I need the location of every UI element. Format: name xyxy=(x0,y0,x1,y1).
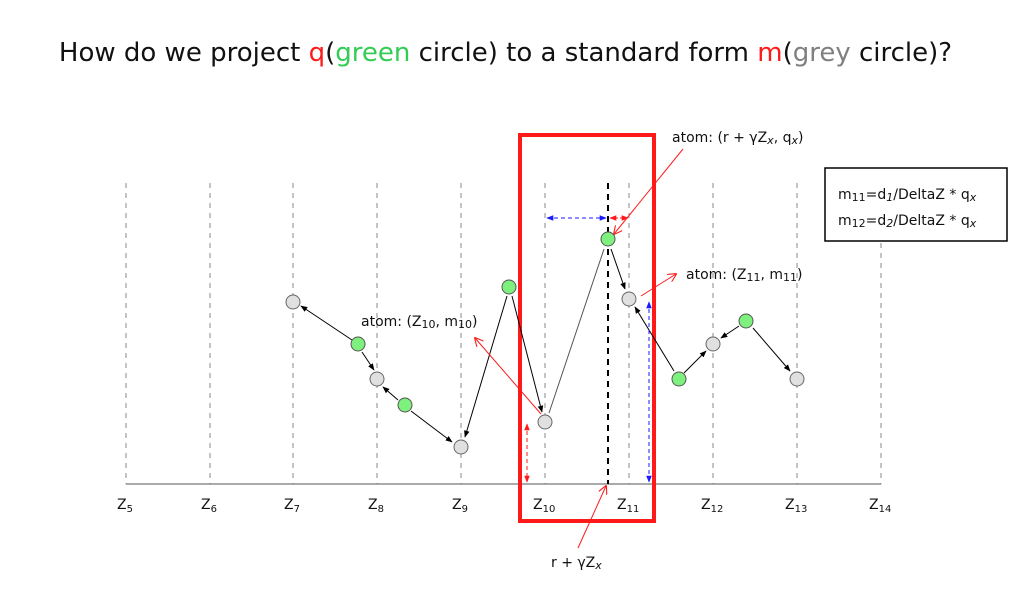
edge-green3-grey10 xyxy=(511,295,544,413)
annotation-pointers xyxy=(475,148,684,549)
title-text-3: circle)? xyxy=(850,38,953,68)
title-paren: ( xyxy=(325,38,336,68)
label-atom-z10: atom: (Z10, m10) xyxy=(361,314,478,331)
label-atom-top: atom: (r + γZx, qx) xyxy=(672,130,803,147)
highlight-box xyxy=(518,133,656,523)
axis-labels: Z5 Z6 Z7 Z8 Z9 Z10 Z11 Z12 Z13 Z14 xyxy=(117,497,891,515)
edge-green1-grey7 xyxy=(300,305,359,345)
edge-green4-grey11 xyxy=(610,248,626,290)
grey-circle-z10 xyxy=(537,414,553,430)
title-paren-2: ( xyxy=(782,38,793,68)
edge-green5-grey11 xyxy=(634,306,675,372)
pointer-atom-z11 xyxy=(640,274,676,297)
axis-label-z5: Z5 xyxy=(117,497,133,515)
grid-lines xyxy=(125,183,882,484)
green-circle-5 xyxy=(671,371,687,387)
edge-green6-grey12 xyxy=(720,325,740,339)
green-circles xyxy=(350,231,754,413)
edge-green2-grey9 xyxy=(410,410,453,443)
formula-box-border xyxy=(824,167,1008,242)
edge-green5-grey12 xyxy=(683,350,707,374)
axis-label-z12: Z12 xyxy=(701,497,723,515)
edge-green2-grey8 xyxy=(382,386,399,401)
formula-line-1: m11=d1/DeltaZ * qx xyxy=(838,187,977,204)
grey-circle-z13 xyxy=(789,371,805,387)
axis-label-z13: Z13 xyxy=(785,497,807,515)
axis-label-z9: Z9 xyxy=(452,497,468,515)
formula-line-2: m12=d2/DeltaZ * qx xyxy=(838,213,977,230)
axis-label-z11: Z11 xyxy=(617,497,639,515)
axis-label-z6: Z6 xyxy=(201,497,217,515)
edge-green6-grey13 xyxy=(752,327,791,372)
pointer-bottom xyxy=(577,486,606,549)
grey-circle-z7 xyxy=(285,294,301,310)
title-text: How do we project xyxy=(58,38,309,68)
title-q: q xyxy=(308,38,326,68)
pointer-atom-top xyxy=(614,148,684,234)
grey-circle-z12 xyxy=(705,336,721,352)
label-atom-z11: atom: (Z11, m11) xyxy=(686,267,803,284)
axis-label-z8: Z8 xyxy=(368,497,384,515)
edge-green1-grey8 xyxy=(361,351,375,371)
green-circle-1 xyxy=(350,336,366,352)
measurement-arrows xyxy=(524,215,652,483)
grey-circles xyxy=(285,291,805,455)
page-title: How do we project q(green circle) to a s… xyxy=(0,38,1011,68)
green-circle-3 xyxy=(501,279,517,295)
title-green: green xyxy=(335,38,411,68)
title-m: m xyxy=(757,38,783,68)
green-circle-6 xyxy=(738,313,754,329)
axis-label-z14: Z14 xyxy=(869,497,891,515)
edge-green4-grey10 xyxy=(548,248,605,414)
grey-circle-z11 xyxy=(621,291,637,307)
grey-circle-z8 xyxy=(369,371,385,387)
label-bottom: r + γZx xyxy=(551,555,602,572)
pointer-atom-z10 xyxy=(475,338,542,415)
title-text-2: circle) to a standard form xyxy=(410,38,758,68)
connections xyxy=(300,248,791,443)
green-circle-2 xyxy=(397,397,413,413)
title-grey: grey xyxy=(792,38,851,68)
formula-box: m11=d1/DeltaZ * qx m12=d2/DeltaZ * qx xyxy=(824,167,1008,242)
axis-label-z10: Z10 xyxy=(533,497,555,515)
grey-circle-z9 xyxy=(453,439,469,455)
axis-label-z7: Z7 xyxy=(284,497,300,515)
edge-green3-grey9 xyxy=(464,295,508,438)
green-circle-4 xyxy=(600,231,616,247)
annotation-labels: atom: (r + γZx, qx) atom: (Z11, m11) ato… xyxy=(361,130,803,572)
